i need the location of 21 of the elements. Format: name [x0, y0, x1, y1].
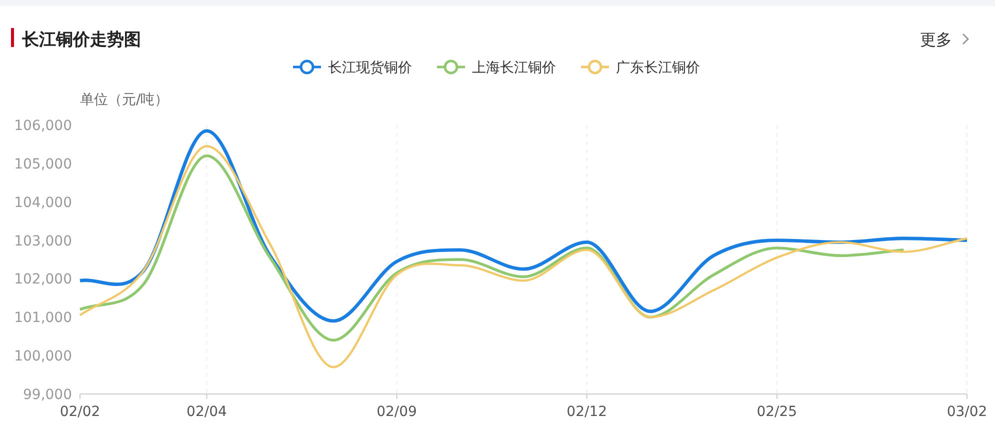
chart-title: 长江铜价走势图 [21, 30, 141, 50]
x-tick-label: 02/25 [756, 404, 798, 420]
x-tick-label: 02/02 [60, 404, 100, 420]
y-tick-label: 100,000 [14, 348, 72, 365]
x-tick-label: 02/04 [186, 404, 227, 420]
y-tick-label: 104,000 [14, 194, 72, 211]
x-tick-label: 02/12 [566, 404, 608, 420]
x-tick-label: 03/02 [946, 404, 988, 420]
text: 更多 [920, 30, 952, 49]
y-tick-label: 106,000 [14, 118, 72, 134]
legend-label: 上海长江铜价 [472, 60, 556, 76]
legend-label: 广东长江铜价 [616, 60, 700, 76]
x-tick-label: 02/09 [376, 404, 417, 420]
y-tick-label: 103,000 [14, 233, 72, 250]
y-tick-label: 101,000 [14, 310, 72, 326]
y-axis-title: 单位（元/吨） [80, 92, 169, 108]
legend-label: 长江现货铜价 [328, 60, 412, 76]
y-tick-label: 102,000 [14, 272, 72, 288]
y-tick-label: 99,000 [23, 387, 72, 403]
line-series [78, 145, 968, 368]
y-tick-label: 105,000 [14, 156, 72, 172]
